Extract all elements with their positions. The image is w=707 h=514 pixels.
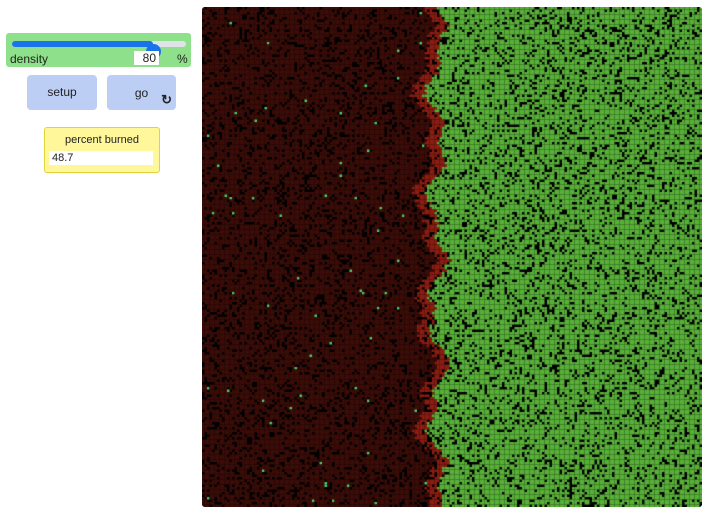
percent-burned-monitor: percent burned 48.7 — [44, 127, 160, 173]
slider-value[interactable]: 80 — [134, 51, 159, 65]
slider-label: density — [10, 52, 49, 66]
slider-fill — [12, 41, 153, 47]
monitor-value: 48.7 — [49, 151, 153, 165]
slider-track[interactable] — [12, 41, 186, 59]
monitor-label: percent burned — [65, 134, 139, 146]
fire-world-canvas[interactable] — [202, 7, 702, 507]
forever-icon: ↻ — [161, 92, 172, 107]
go-button-label: go — [134, 86, 149, 100]
setup-button[interactable]: setup — [27, 75, 97, 110]
slider-units: % — [177, 52, 188, 66]
world-view[interactable] — [202, 7, 702, 507]
go-button[interactable]: go ↻ — [107, 75, 176, 110]
density-slider[interactable]: density 80 % — [6, 33, 191, 67]
